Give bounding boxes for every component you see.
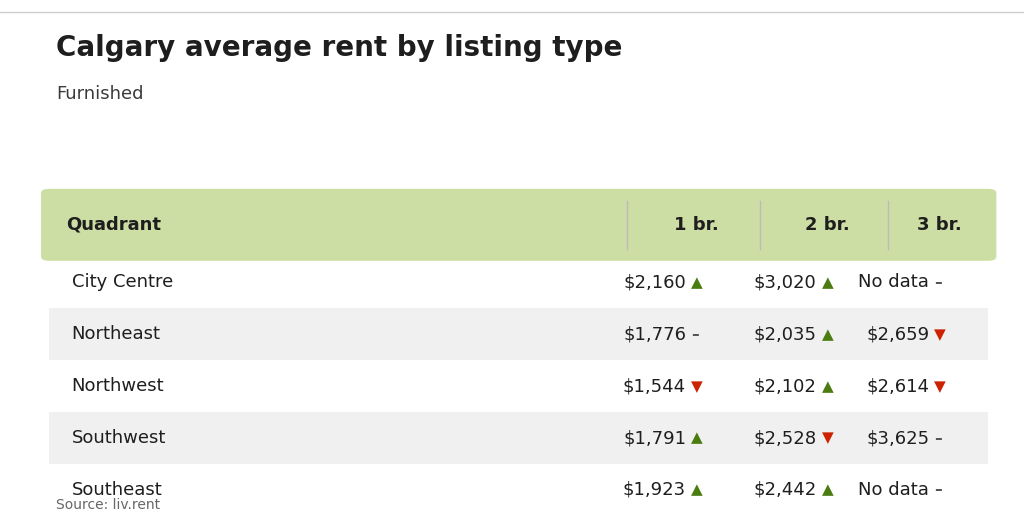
- Text: ▼: ▼: [934, 327, 946, 342]
- Text: $2,528: $2,528: [754, 429, 817, 447]
- Bar: [49, 257, 988, 308]
- Text: –: –: [934, 482, 942, 497]
- Text: $2,442: $2,442: [754, 481, 817, 499]
- Text: City Centre: City Centre: [72, 273, 173, 291]
- Bar: [49, 464, 988, 516]
- Text: $3,625: $3,625: [866, 429, 930, 447]
- Text: 2 br.: 2 br.: [805, 216, 849, 234]
- Text: Southeast: Southeast: [72, 481, 163, 499]
- Text: $2,035: $2,035: [754, 325, 817, 343]
- Text: $2,614: $2,614: [866, 377, 930, 395]
- Text: $2,102: $2,102: [754, 377, 817, 395]
- Text: ▲: ▲: [821, 275, 834, 290]
- Text: Furnished: Furnished: [56, 85, 143, 103]
- Text: ▲: ▲: [821, 327, 834, 342]
- Text: ▲: ▲: [691, 275, 702, 290]
- Text: $1,923: $1,923: [623, 481, 686, 499]
- Text: $2,659: $2,659: [866, 325, 930, 343]
- Text: Source: liv.rent: Source: liv.rent: [56, 498, 161, 512]
- Bar: [49, 360, 988, 412]
- Text: ▼: ▼: [691, 379, 702, 394]
- Text: ▲: ▲: [691, 431, 702, 445]
- Text: $2,160: $2,160: [624, 273, 686, 291]
- Text: ▲: ▲: [821, 379, 834, 394]
- Text: No data: No data: [858, 481, 930, 499]
- Text: ▼: ▼: [821, 431, 834, 445]
- Text: 1 br.: 1 br.: [674, 216, 719, 234]
- Text: –: –: [691, 327, 699, 342]
- Text: $1,776: $1,776: [623, 325, 686, 343]
- Text: No data: No data: [858, 273, 930, 291]
- Text: ▲: ▲: [691, 482, 702, 497]
- Text: –: –: [934, 431, 942, 445]
- Text: Southwest: Southwest: [72, 429, 166, 447]
- Text: ▼: ▼: [934, 379, 946, 394]
- Text: Calgary average rent by listing type: Calgary average rent by listing type: [56, 34, 623, 62]
- Text: –: –: [934, 275, 942, 290]
- Text: Northwest: Northwest: [72, 377, 164, 395]
- Bar: [49, 412, 988, 464]
- Text: $1,791: $1,791: [623, 429, 686, 447]
- Bar: [49, 308, 988, 360]
- Text: $3,020: $3,020: [754, 273, 817, 291]
- FancyBboxPatch shape: [41, 189, 996, 261]
- Text: Northeast: Northeast: [72, 325, 161, 343]
- Text: 3 br.: 3 br.: [918, 216, 962, 234]
- Text: $1,544: $1,544: [623, 377, 686, 395]
- Text: Quadrant: Quadrant: [67, 216, 162, 234]
- Text: ▲: ▲: [821, 482, 834, 497]
